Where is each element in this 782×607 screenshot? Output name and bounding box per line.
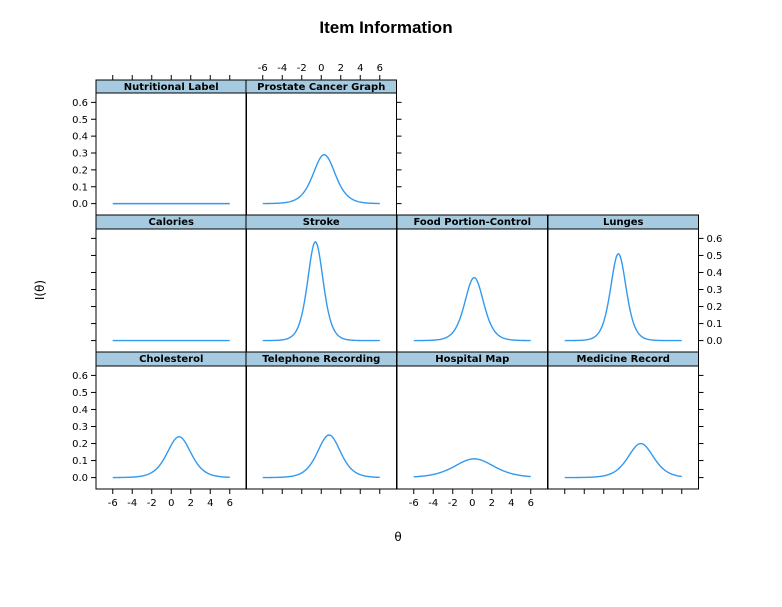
x-tick-label: 4 [357, 63, 363, 74]
panel-frame [245, 228, 397, 353]
x-tick-label: 4 [508, 498, 514, 509]
information-curve [262, 434, 380, 479]
panel-strip-label: Hospital Map [435, 354, 509, 365]
y-axis-label: I(θ) [33, 280, 47, 300]
panel-strip-label: Lunges [603, 217, 644, 228]
panel-hospital-map: Hospital Map [396, 351, 548, 490]
y-tick-label: 0.4 [72, 405, 88, 416]
y-tick-label: 0.1 [72, 456, 88, 467]
x-tick-label: 2 [338, 63, 344, 74]
y-tick-label: 0.4 [707, 268, 723, 279]
y-tick-label: 0.0 [707, 336, 723, 347]
panel-frame [547, 365, 699, 490]
y-tick-label: 0.4 [72, 132, 88, 143]
x-tick-label: -6 [409, 498, 419, 509]
information-curve [564, 252, 682, 342]
panel-frame [95, 365, 247, 490]
panel-medicine-record: Medicine Record [547, 351, 699, 490]
x-tick-label: 2 [188, 498, 194, 509]
panel-strip-label: Prostate Cancer Graph [257, 82, 385, 93]
x-tick-label: 6 [377, 63, 383, 74]
x-tick-label: 0 [469, 498, 475, 509]
panel-frame [547, 228, 699, 353]
y-tick-label: 0.6 [72, 371, 88, 382]
x-tick-label: 6 [227, 498, 233, 509]
information-curve [262, 240, 380, 342]
x-tick-label: -2 [448, 498, 458, 509]
y-tick-label: 0.0 [72, 473, 88, 484]
axes-layer: 0.0 0.1 0.2 0.3 0.4 0.5 0.6 0.0 0.1 0.2 0.3 0.4 0.5 0… [72, 63, 722, 509]
y-tick-label: 0.3 [72, 422, 88, 433]
information-curve [112, 436, 230, 479]
y-tick-label: 0.5 [72, 115, 88, 126]
x-tick-label: 2 [489, 498, 495, 509]
panel-strip-label: Telephone Recording [262, 354, 380, 365]
information-curve [564, 442, 682, 479]
x-axis-label: θ [394, 530, 401, 544]
panel-calories: Calories [95, 214, 247, 353]
y-tick-label: 0.0 [72, 199, 88, 210]
x-tick-label: -2 [297, 63, 307, 74]
x-tick-label: 0 [318, 63, 324, 74]
x-tick-label: 6 [528, 498, 534, 509]
panel-strip-label: Nutritional Label [124, 82, 219, 93]
y-tick-label: 0.6 [72, 98, 88, 109]
panel-frame [245, 365, 397, 490]
information-curve [413, 458, 531, 478]
x-tick-label: -4 [277, 63, 287, 74]
panel-food-portion-control: Food Portion-Control [396, 214, 548, 353]
y-tick-label: 0.2 [707, 302, 723, 313]
panels-layer: Nutritional Label Prostate Cancer Graph Ca… [95, 79, 699, 490]
panel-frame [396, 365, 548, 490]
panel-stroke: Stroke [245, 214, 397, 353]
panel-strip-label: Food Portion-Control [413, 217, 531, 228]
panel-lunges: Lunges [547, 214, 699, 353]
panel-frame [396, 228, 548, 353]
panel-telephone-recording: Telephone Recording [245, 351, 397, 490]
chart-title: Item Information [319, 18, 452, 37]
panel-strip-label: Calories [149, 217, 195, 228]
panel-strip-label: Stroke [303, 217, 340, 228]
panel-strip-label: Medicine Record [577, 354, 670, 365]
x-tick-label: -6 [258, 63, 268, 74]
x-tick-label: -4 [428, 498, 438, 509]
panel-strip-label: Cholesterol [139, 354, 203, 365]
panel-cholesterol: Cholesterol [95, 351, 247, 490]
panel-frame [245, 92, 397, 216]
x-tick-label: 4 [207, 498, 213, 509]
x-tick-label: -2 [147, 498, 157, 509]
y-tick-label: 0.5 [72, 388, 88, 399]
y-tick-label: 0.2 [72, 165, 88, 176]
panel-prostate-cancer-graph: Prostate Cancer Graph [245, 79, 397, 216]
panel-nutritional-label: Nutritional Label [95, 79, 247, 216]
information-curve [413, 276, 531, 342]
y-tick-label: 0.5 [707, 251, 723, 262]
x-tick-label: -6 [108, 498, 118, 509]
y-tick-label: 0.2 [72, 439, 88, 450]
panel-frame [95, 228, 247, 353]
information-curve [262, 153, 380, 205]
panel-frame [95, 92, 247, 216]
x-tick-label: -4 [127, 498, 137, 509]
x-tick-label: 0 [168, 498, 174, 509]
y-tick-label: 0.1 [72, 182, 88, 193]
y-tick-label: 0.1 [707, 319, 723, 330]
y-tick-label: 0.3 [72, 149, 88, 160]
y-tick-label: 0.6 [707, 234, 723, 245]
y-tick-label: 0.3 [707, 285, 723, 296]
